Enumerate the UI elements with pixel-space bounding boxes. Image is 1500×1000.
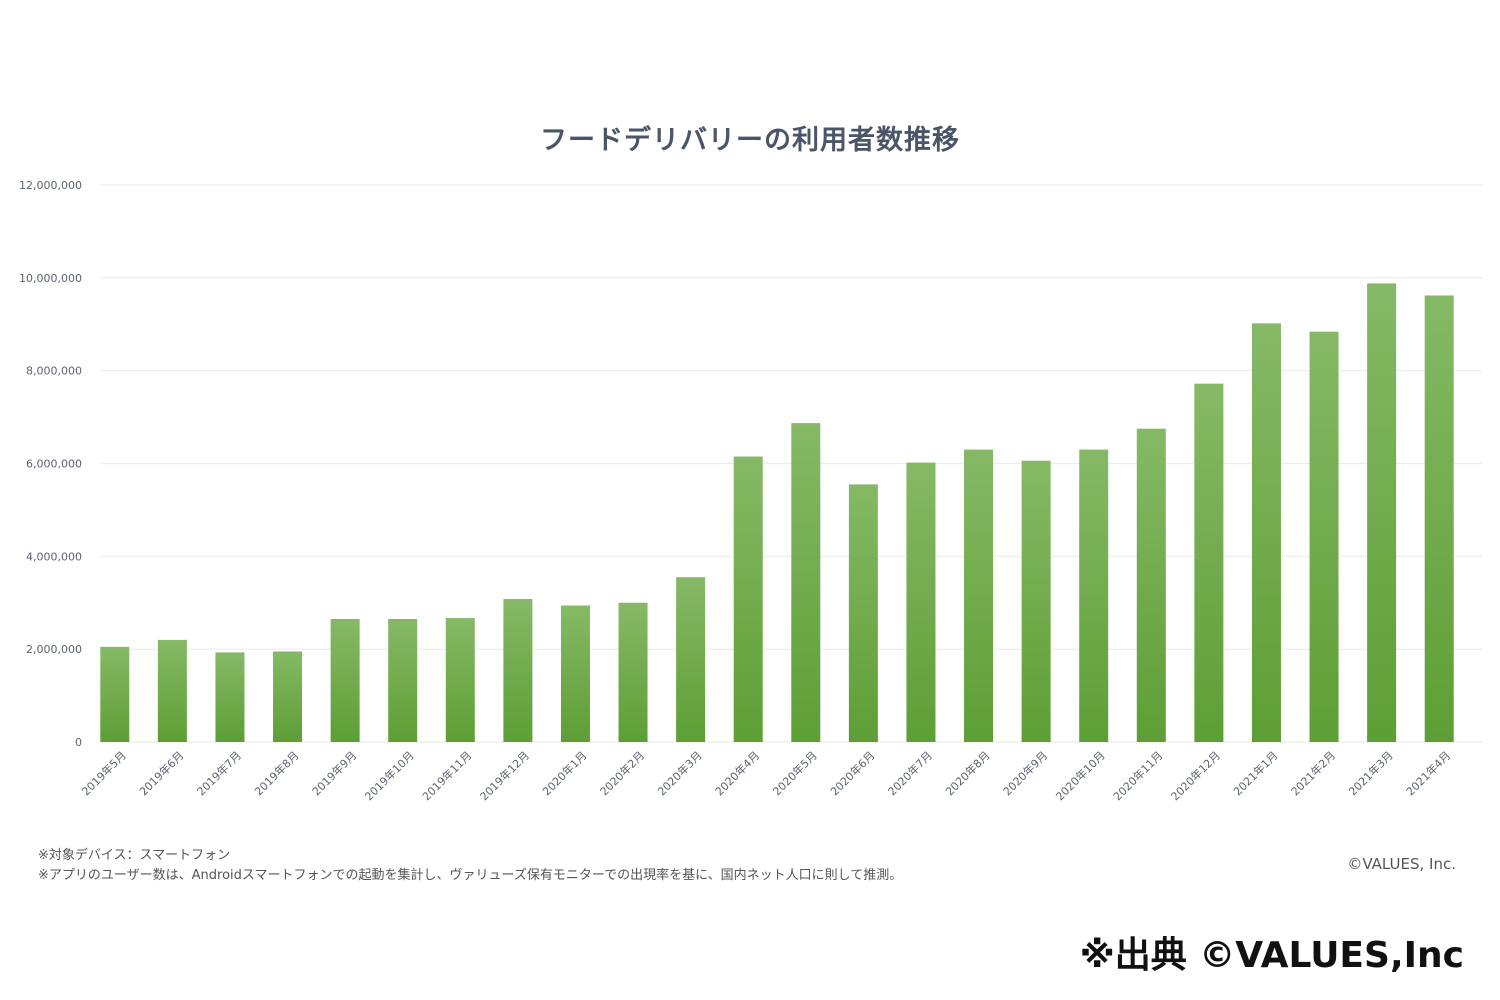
bar-2019年12月 bbox=[503, 599, 533, 742]
bar-2020年3月 bbox=[676, 577, 706, 742]
bar-2020年5月 bbox=[791, 423, 821, 742]
bar-2021年3月 bbox=[1367, 283, 1397, 742]
x-tick-label: 2019年9月 bbox=[309, 748, 359, 798]
x-tick-label: 2020年2月 bbox=[597, 748, 647, 798]
y-tick-label: 10,000,000 bbox=[19, 272, 82, 285]
note-method: ※アプリのユーザー数は、Androidスマートフォンでの起動を集計し、ヴァリュー… bbox=[38, 868, 903, 883]
x-tick-label: 2020年3月 bbox=[655, 748, 705, 798]
bar-chart: 0 2,000,000 4,000,000 6,000,000 8,000,000 10,… bbox=[19, 179, 1482, 803]
x-tick-label: 2020年8月 bbox=[942, 748, 992, 798]
bar-2020年1月 bbox=[560, 605, 590, 742]
x-tick-label: 2020年5月 bbox=[770, 748, 820, 798]
x-tick-label: 2019年7月 bbox=[194, 748, 244, 798]
bar-2020年12月 bbox=[1194, 383, 1224, 742]
bar-2020年2月 bbox=[618, 602, 648, 742]
bar-2019年9月 bbox=[330, 618, 360, 742]
bar-2019年7月 bbox=[215, 652, 245, 742]
x-tick-label: 2020年7月 bbox=[885, 748, 935, 798]
bar-2019年5月 bbox=[100, 646, 130, 742]
bar-2020年8月 bbox=[964, 449, 994, 742]
bar-2021年2月 bbox=[1309, 331, 1339, 742]
x-tick-label: 2020年6月 bbox=[827, 748, 877, 798]
x-tick-label: 2020年1月 bbox=[539, 748, 589, 798]
x-tick-label: 2020年4月 bbox=[712, 748, 762, 798]
bar-2019年8月 bbox=[273, 651, 303, 742]
y-tick-label: 0 bbox=[75, 736, 82, 749]
x-tick-label: 2019年11月 bbox=[419, 748, 474, 803]
bar-2021年1月 bbox=[1251, 323, 1281, 742]
x-tick-label: 2019年5月 bbox=[79, 748, 129, 798]
note-device: ※対象デバイス：スマートフォン bbox=[38, 848, 231, 863]
x-tick-label: 2021年2月 bbox=[1288, 748, 1338, 798]
y-tick-label: 6,000,000 bbox=[26, 458, 82, 471]
x-tick-label: 2020年11月 bbox=[1110, 748, 1165, 803]
copyright-label: ©VALUES, Inc. bbox=[1347, 855, 1456, 873]
y-tick-label: 12,000,000 bbox=[19, 179, 82, 192]
y-tick-label: 8,000,000 bbox=[26, 365, 82, 378]
bar-2020年4月 bbox=[733, 456, 763, 742]
bar-2020年6月 bbox=[848, 484, 878, 742]
x-tick-label: 2019年6月 bbox=[136, 748, 186, 798]
x-tick-label: 2021年1月 bbox=[1230, 748, 1280, 798]
x-tick-label: 2021年4月 bbox=[1403, 748, 1453, 798]
bar-2019年11月 bbox=[445, 618, 475, 742]
source-credit: ※出典 ©VALUES,Inc bbox=[1079, 935, 1464, 976]
chart-title: フードデリバリーの利用者数推移 bbox=[540, 125, 960, 156]
x-tick-label: 2020年9月 bbox=[1000, 748, 1050, 798]
x-tick-label: 2019年8月 bbox=[251, 748, 301, 798]
x-tick-label: 2020年12月 bbox=[1168, 748, 1223, 803]
x-tick-label: 2020年10月 bbox=[1053, 748, 1108, 803]
bar-2019年10月 bbox=[388, 618, 418, 742]
bar-2020年10月 bbox=[1079, 449, 1109, 742]
bar-2020年9月 bbox=[1021, 460, 1051, 742]
bar-2021年4月 bbox=[1424, 295, 1454, 742]
y-tick-label: 2,000,000 bbox=[26, 643, 82, 656]
x-tick-label: 2021年3月 bbox=[1346, 748, 1396, 798]
y-tick-label: 4,000,000 bbox=[26, 550, 82, 563]
x-tick-label: 2019年10月 bbox=[362, 748, 417, 803]
bar-2019年6月 bbox=[157, 639, 187, 742]
x-tick-label: 2019年12月 bbox=[477, 748, 532, 803]
bar-2020年11月 bbox=[1136, 428, 1166, 742]
bar-2020年7月 bbox=[906, 462, 936, 742]
chart-notes: ※対象デバイス：スマートフォン ※アプリのユーザー数は、Androidスマートフ… bbox=[38, 846, 902, 886]
